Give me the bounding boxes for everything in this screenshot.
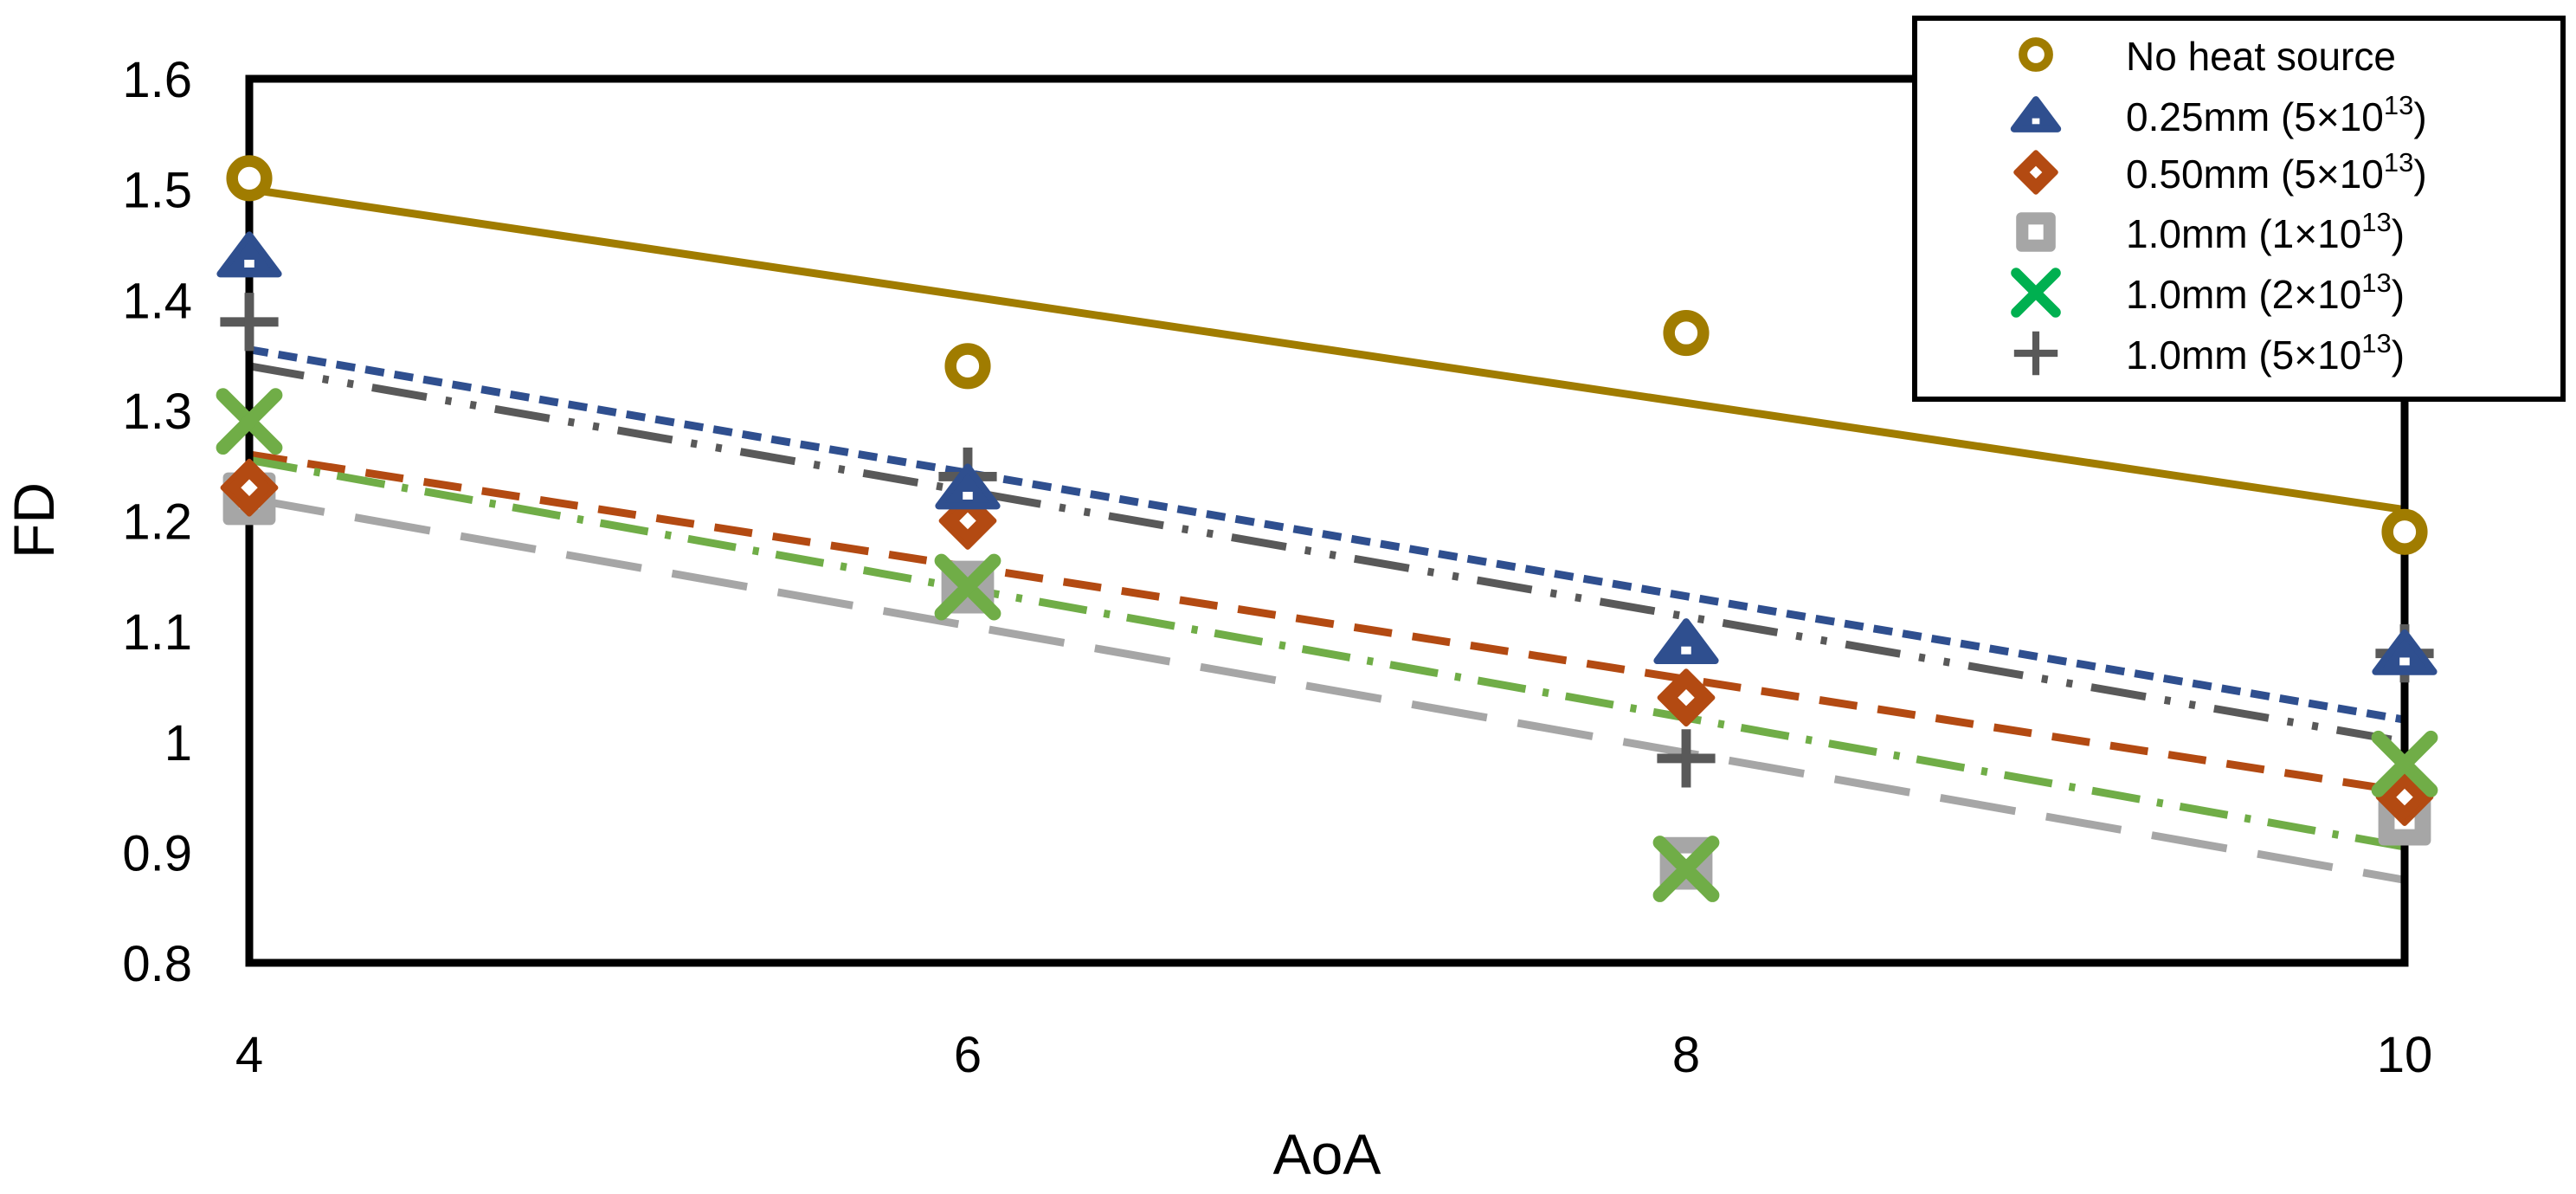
data-point-triangle (2372, 629, 2438, 675)
data-point-triangle (216, 231, 282, 278)
data-point-triangle-shape (2372, 629, 2438, 675)
data-point-triangle-shape (935, 463, 1001, 510)
y-axis-title: FD (2, 482, 66, 558)
y-tick-label: 1 (164, 715, 192, 771)
legend-entry-text: 0.50mm (5×10 (2126, 152, 2384, 197)
legend-marker-triangle-hole (2032, 118, 2040, 125)
data-point-diamond (220, 458, 279, 517)
data-point-triangle-hole (244, 260, 254, 268)
legend-entry-close: ) (2392, 211, 2405, 256)
legend-marker-square-hole (2028, 224, 2044, 240)
trendlines (248, 185, 2405, 884)
legend-marker-triangle-shape (2010, 96, 2062, 132)
legend-marker-circle (2019, 37, 2053, 72)
data-point-plus (220, 293, 279, 352)
x-tick-label: 6 (954, 1027, 982, 1083)
data-point-triangle (935, 463, 1001, 510)
legend-marker-diamond-hole (2029, 165, 2043, 179)
legend-entry-text: 1.0mm (2×10 (2126, 272, 2361, 317)
legend-marker-triangle (2010, 96, 2062, 132)
y-tick-label: 1.1 (122, 604, 192, 661)
data-point-circle (944, 343, 991, 390)
y-tick-label: 1.5 (122, 163, 192, 219)
trendline (248, 494, 2405, 884)
trendline (248, 455, 2405, 851)
data-point-plus (1657, 729, 1716, 788)
data-point-triangle-hole (2399, 657, 2410, 666)
legend-entry-label: 1.0mm (5×1013) (2126, 328, 2405, 378)
legend-entry-exponent: 13 (2384, 90, 2413, 120)
legend-entry-text: No heat source (2126, 34, 2396, 79)
data-point-circle (226, 155, 273, 202)
legend-entry-label: 1.0mm (1×1013) (2126, 207, 2405, 256)
legend-marker-diamond (2013, 150, 2058, 195)
x-tick-label: 8 (1672, 1027, 1700, 1083)
data-point-triangle (1653, 618, 1719, 665)
legend-marker-circle-shape (2019, 37, 2053, 72)
x-axis-title: AoA (1273, 1122, 1381, 1186)
y-tick-label: 0.9 (122, 825, 192, 881)
legend-entry-close: ) (2413, 152, 2426, 197)
data-point-circle-shape (1663, 309, 1710, 357)
legend-entry-exponent: 13 (2361, 268, 2391, 298)
data-point-diamond (1657, 668, 1716, 727)
legend-entry-text: 1.0mm (1×10 (2126, 211, 2361, 256)
data-point-x-stroke (216, 388, 283, 455)
data-point-x (934, 553, 1001, 621)
legend-entry-close: ) (2392, 332, 2405, 378)
data-point-circle (1663, 309, 1710, 357)
data-point-diamond-hole (241, 479, 258, 496)
axis-ticks: 4 6 8 10 0.8 0.9 1 1.1 1.2 1.3 1.4 1.5 1.6 (122, 52, 2432, 1083)
legend-entry-text: 1.0mm (5×10 (2126, 332, 2361, 378)
data-point-circle-shape (2381, 508, 2428, 555)
legend-entry-close: ) (2392, 272, 2405, 317)
data-point-x-stroke (934, 553, 1001, 621)
data-point-triangle-hole (1681, 646, 1691, 655)
legend-marker-plus (2013, 331, 2058, 376)
legend-entry-exponent: 13 (2361, 207, 2391, 237)
legend-entry-close: ) (2413, 94, 2426, 139)
legend-entry-label: 0.25mm (5×1013) (2126, 90, 2427, 139)
y-tick-label: 0.8 (122, 936, 192, 992)
y-tick-label: 1.4 (122, 273, 192, 329)
data-point-triangle-shape (1653, 618, 1719, 665)
legend-marker-square (2016, 212, 2056, 252)
legend-entry-text: 0.25mm (5×10 (2126, 94, 2384, 139)
legend-entry-label: 1.0mm (2×1013) (2126, 268, 2405, 317)
data-point-circle-shape (226, 155, 273, 202)
data-point-circle (2381, 508, 2428, 555)
data-point-x (216, 388, 283, 455)
legend-marker-x-stroke (2011, 268, 2061, 318)
legend-entry-exponent: 13 (2384, 147, 2413, 177)
trendline (248, 345, 2405, 724)
data-point-triangle-hole (963, 492, 973, 500)
y-tick-label: 1.3 (122, 384, 192, 440)
y-tick-label: 1.2 (122, 494, 192, 551)
data-point-diamond-hole (2396, 788, 2413, 806)
legend-marker-x (2011, 268, 2061, 318)
legend-box (1912, 16, 2566, 402)
data-point-triangle-shape (216, 231, 282, 278)
data-points (216, 155, 2438, 902)
x-tick-label: 4 (235, 1027, 263, 1083)
trendline (248, 450, 2405, 796)
data-point-x-stroke (1652, 836, 1720, 902)
legend-entry-label: No heat source (2126, 34, 2396, 79)
legend-entry-label: 0.50mm (5×1013) (2126, 147, 2427, 197)
x-tick-label: 10 (2377, 1027, 2433, 1083)
legend-entry-exponent: 13 (2361, 328, 2391, 358)
data-point-x (1652, 836, 1720, 902)
data-point-diamond-hole (959, 512, 976, 530)
data-point-x-stroke (2371, 730, 2438, 797)
trendline (248, 362, 2405, 746)
trendline (248, 185, 2405, 514)
y-tick-label: 1.6 (122, 52, 192, 108)
data-point-circle-shape (944, 343, 991, 390)
data-point-diamond-hole (1678, 688, 1695, 707)
data-point-x (2371, 730, 2438, 797)
